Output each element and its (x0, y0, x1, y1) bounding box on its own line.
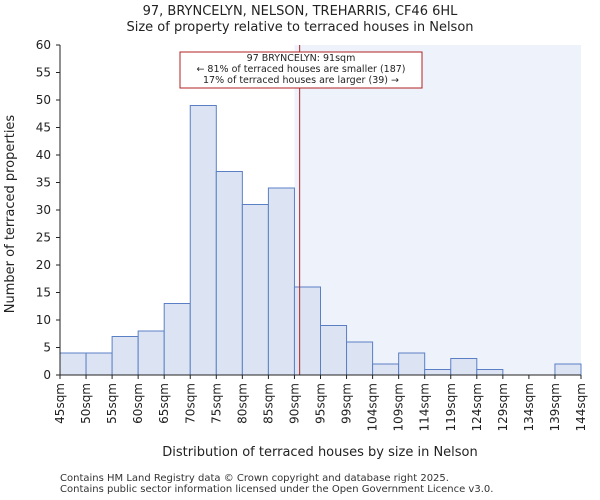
x-tick-label: 114sqm (418, 383, 432, 431)
y-tick-label: 20 (36, 258, 51, 272)
y-tick-label: 35 (36, 176, 51, 190)
x-tick-label: 55sqm (105, 383, 119, 424)
bar-85sqm (267, 187, 295, 376)
x-ticks-group: 45sqm 50sqm 55sqm 60sqm 65sqm 70sqm 75sqm 80sqm… (53, 375, 588, 431)
highlight-region (294, 45, 581, 375)
y-tick-label: 55 (36, 66, 51, 80)
annotation-line-1: 97 BRYNCELYN: 91sqm (247, 53, 356, 64)
x-tick-label: 75sqm (209, 383, 223, 424)
bar-119sqm (450, 358, 478, 376)
bar-50sqm (85, 352, 113, 376)
y-ticks-group: 0 5 10 15 20 25 30 35 40 45 50 55 60 (36, 38, 60, 382)
bar-90sqm (293, 286, 322, 376)
x-tick-label: 80sqm (235, 383, 249, 424)
y-tick-label: 50 (36, 93, 51, 107)
x-tick-label: 70sqm (183, 383, 197, 424)
x-tick-label: 139sqm (548, 383, 562, 431)
x-tick-label: 104sqm (366, 383, 380, 431)
y-tick-label: 5 (43, 341, 51, 355)
bar-45sqm (59, 352, 87, 376)
bar-95sqm (320, 325, 348, 376)
x-tick-label: 134sqm (522, 383, 536, 431)
x-tick-label: 99sqm (340, 383, 354, 424)
bar-114sqm (424, 369, 452, 376)
bar-60sqm (137, 330, 165, 376)
bar-139sqm (554, 363, 582, 376)
bar-55sqm (111, 336, 139, 376)
y-tick-label: 15 (36, 286, 51, 300)
x-tick-label: 109sqm (392, 383, 406, 431)
x-tick-label: 95sqm (314, 383, 328, 424)
chart-subtitle: Size of property relative to terraced ho… (126, 20, 474, 35)
bar-70sqm (189, 105, 217, 376)
annotation-line-3: 17% of terraced houses are larger (39) → (203, 75, 399, 86)
y-tick-label: 40 (36, 148, 51, 162)
y-tick-label: 60 (36, 38, 51, 52)
annotation-border (179, 51, 423, 89)
x-tick-label: 60sqm (131, 383, 145, 424)
x-tick-label: 124sqm (470, 383, 484, 431)
x-tick-label: 144sqm (574, 383, 588, 431)
chart-title-block: 97, BRYNCELYN, NELSON, TREHARRIS, CF46 6… (0, 4, 600, 36)
bar-104sqm (372, 363, 400, 376)
y-tick-label: 25 (36, 231, 51, 245)
y-axis-label: Number of terraced properties (3, 115, 18, 314)
y-tick-label: 10 (36, 313, 51, 327)
bar-65sqm (163, 303, 191, 376)
chart-title: 97, BRYNCELYN, NELSON, TREHARRIS, CF46 6… (142, 4, 458, 19)
y-tick-label: 0 (43, 368, 51, 382)
footer: Contains HM Land Registry data © Crown c… (60, 473, 493, 495)
bar-124sqm (476, 369, 504, 376)
bar-109sqm (398, 352, 426, 376)
x-tick-label: 45sqm (53, 383, 67, 424)
footer-line-1: Contains HM Land Registry data © Crown c… (60, 473, 449, 484)
bars-group (59, 105, 582, 376)
y-tick-label: 30 (36, 203, 51, 217)
footer-line-2: Contains public sector information licen… (60, 484, 494, 495)
x-tick-label: 50sqm (79, 383, 93, 424)
y-tick-label: 45 (36, 121, 51, 135)
x-tick-label: 90sqm (287, 383, 301, 424)
x-tick-label: 85sqm (261, 383, 275, 424)
bar-80sqm (241, 204, 269, 376)
annotation-box: 97 BRYNCELYN: 91sqm ← 81% of terraced ho… (179, 51, 423, 89)
x-axis-label: Distribution of terraced houses by size … (162, 445, 478, 460)
x-tick-label: 65sqm (157, 383, 171, 424)
x-tick-label: 119sqm (444, 383, 458, 431)
bar-99sqm (346, 341, 374, 376)
annotation-line-2: ← 81% of terraced houses are smaller (18… (196, 64, 405, 75)
x-tick-label: 129sqm (496, 383, 510, 431)
bar-75sqm (215, 171, 243, 376)
